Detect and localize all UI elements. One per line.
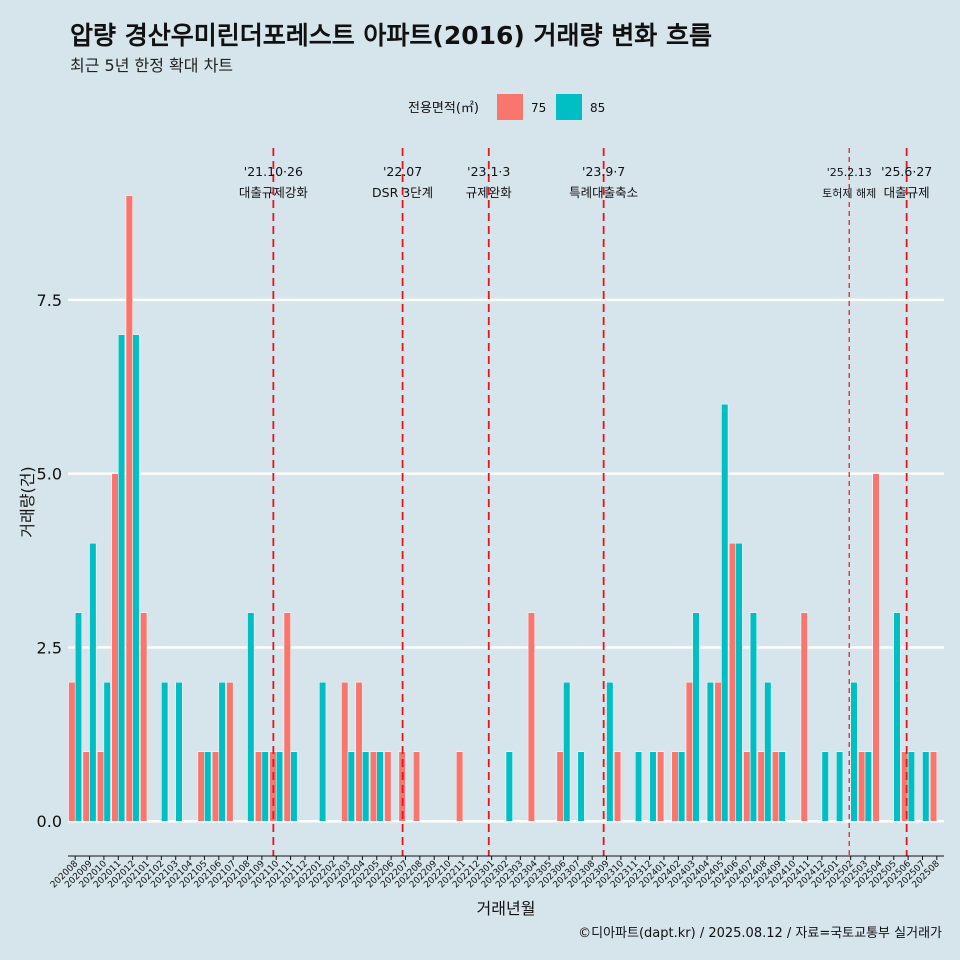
event-label: DSR 3단계 — [372, 185, 433, 200]
bar-75-202403 — [685, 681, 693, 822]
bar-85-202506 — [907, 751, 915, 822]
bar-85-202502 — [850, 681, 858, 822]
bar-85-202404 — [706, 681, 714, 822]
chart-title: 압량 경산우미린더포레스트 아파트(2016) 거래량 변화 흐름 — [70, 21, 712, 50]
y-tick-label: 5.0 — [37, 465, 62, 484]
bar-75-202211 — [456, 751, 464, 822]
bar-85-202106 — [218, 681, 226, 822]
event-label: 특례대출축소 — [569, 185, 638, 200]
bar-85-202402 — [678, 751, 686, 822]
legend-label-85: 85 — [590, 101, 605, 115]
bar-85-202110 — [275, 751, 284, 822]
bar-85-202405 — [721, 403, 729, 822]
event-label: 규제완화 — [466, 185, 513, 200]
bar-75-202111 — [283, 612, 291, 822]
bar-75-202206 — [384, 751, 392, 822]
event-date: '22.07 — [383, 164, 422, 179]
y-tick-label: 2.5 — [37, 638, 62, 657]
bar-85-202201 — [319, 681, 327, 822]
bar-85-202501 — [836, 751, 844, 822]
bar-85-202008 — [74, 612, 83, 822]
bar-85-202012 — [132, 334, 140, 822]
bar-85-202507 — [922, 751, 930, 822]
bar-85-202111 — [290, 751, 298, 822]
bar-85-202306 — [563, 681, 571, 822]
bar-85-202109 — [261, 751, 269, 822]
bar-75-202406 — [728, 542, 737, 822]
event-label: 대출규제강화 — [239, 185, 309, 200]
bar-75-202508 — [929, 751, 938, 822]
bar-85-202103 — [175, 681, 183, 822]
bar-85-202312 — [649, 751, 657, 822]
bar-85-202505 — [893, 612, 901, 822]
event-date: '25.2.13 — [827, 166, 872, 179]
bar-75-202109 — [255, 751, 263, 822]
bar-75-202009 — [82, 751, 90, 822]
bar-75-202409 — [771, 751, 780, 822]
bar-75-202401 — [657, 751, 665, 822]
event-date: '21.10·26 — [244, 164, 303, 179]
bar-75-202408 — [757, 751, 765, 822]
bar-85-202406 — [735, 542, 743, 822]
bar-85-202503 — [864, 751, 872, 822]
bar-75-202310 — [614, 751, 622, 822]
bar-85-202010 — [103, 681, 111, 822]
bar-75-202205 — [369, 751, 378, 822]
bar-75-202011 — [111, 473, 119, 822]
y-axis-title: 거래량(건) — [18, 466, 37, 537]
bar-85-202011 — [118, 334, 126, 822]
legend-swatch-75 — [497, 94, 523, 120]
bar-75-202107 — [226, 681, 234, 822]
bar-85-202309 — [606, 681, 614, 822]
bar-85-202102 — [161, 681, 169, 822]
legend-swatch-85 — [556, 94, 582, 120]
chart-subtitle: 최근 5년 한정 확대 차트 — [70, 56, 234, 75]
bar-75-202407 — [743, 751, 751, 822]
bar-75-202208 — [412, 751, 421, 822]
bar-85-202403 — [692, 612, 700, 822]
bar-75-202504 — [872, 473, 880, 822]
bar-75-202012 — [125, 195, 133, 822]
y-tick-label: 7.5 — [37, 291, 62, 310]
bar-75-202306 — [556, 751, 564, 822]
bar-75-202008 — [68, 681, 76, 822]
bar-85-202205 — [376, 751, 384, 822]
bar-85-202412 — [821, 751, 829, 822]
bar-85-202203 — [347, 751, 355, 822]
bar-85-202108 — [247, 612, 255, 822]
event-date: '25.6·27 — [881, 164, 932, 179]
source-caption: ©디아파트(dapt.kr) / 2025.08.12 / 자료=국토교통부 실… — [578, 926, 942, 941]
bar-85-202204 — [362, 751, 370, 822]
event-label: 토허제 해제 — [822, 186, 876, 200]
bar-85-202307 — [577, 751, 585, 822]
bar-75-202402 — [671, 751, 679, 822]
bar-75-202105 — [197, 751, 205, 822]
legend-title: 전용면적(㎡) — [408, 101, 479, 116]
event-date: '23.9·7 — [582, 164, 625, 179]
bar-75-202203 — [341, 681, 349, 822]
bar-75-202106 — [211, 751, 220, 822]
bar-75-202304 — [527, 612, 535, 822]
y-tick-label: 0.0 — [37, 812, 62, 831]
x-axis-title: 거래년월 — [477, 899, 536, 918]
bar-85-202407 — [749, 612, 757, 822]
bar-85-202408 — [764, 681, 772, 822]
bar-85-202105 — [204, 751, 212, 822]
bar-85-202409 — [778, 751, 786, 822]
bar-75-202503 — [858, 751, 866, 822]
bar-75-202411 — [800, 612, 808, 822]
bar-85-202302 — [505, 751, 513, 822]
bar-75-202405 — [714, 681, 722, 822]
bar-75-202204 — [355, 681, 363, 822]
bar-85-202311 — [634, 751, 643, 822]
bar-75-202010 — [97, 751, 105, 822]
legend-label-75: 75 — [531, 101, 546, 115]
event-label: 대출규제 — [884, 185, 930, 200]
bar-85-202009 — [89, 542, 97, 822]
bar-75-202101 — [140, 612, 148, 822]
event-date: '23.1·3 — [467, 164, 510, 179]
